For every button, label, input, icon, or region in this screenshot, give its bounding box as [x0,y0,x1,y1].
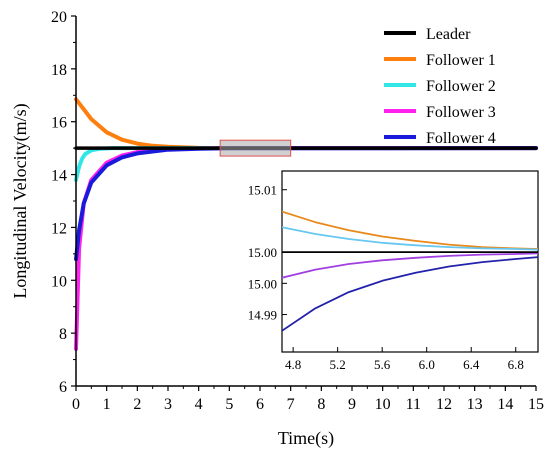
x-tick-label: 5 [225,396,233,413]
x-tick-label: 0 [72,396,80,413]
inset-y-tick-label: 15.01 [248,183,277,198]
x-tick-label: 14 [497,396,513,413]
legend-label-follower-2: Follower 2 [426,78,496,95]
inset-y-tick-label: 15.00 [248,245,277,260]
y-axis-label: Longitudinal Velocity(m/s) [10,103,31,298]
y-tick-label: 20 [51,9,67,26]
x-tick-label: 4 [195,396,203,413]
x-tick-label: 8 [317,396,325,413]
legend-label-follower-4: Follower 4 [426,130,496,147]
inset-y-tick-label: 14.99 [248,308,277,323]
x-axis-label: Time(s) [278,428,334,449]
legend-label-leader: Leader [426,26,471,43]
x-tick-label: 7 [287,396,295,413]
inset-x-tick-label: 6.0 [419,357,435,372]
legend-label-follower-3: Follower 3 [426,104,496,121]
y-tick-label: 10 [51,273,67,290]
inset-x-tick-label: 6.4 [463,357,480,372]
legend-label-follower-1: Follower 1 [426,52,496,69]
x-tick-label: 11 [406,396,421,413]
x-tick-label: 6 [256,396,264,413]
x-tick-label: 12 [436,396,452,413]
x-tick-label: 3 [164,396,172,413]
inset-line-follower-3 [282,252,538,279]
axis-labels: Time(s) Longitudinal Velocity(m/s) [10,103,334,449]
inset-x-tick-label: 4.8 [285,357,301,372]
inset-line-follower-4 [282,256,538,332]
inset-frame [281,170,539,353]
y-tick-label: 16 [51,115,67,132]
y-tick-label: 12 [51,220,67,237]
y-tick-label: 14 [51,168,67,185]
zoom-highlight-box [219,139,292,157]
inset-x-tick-label: 5.2 [330,357,346,372]
x-tick-label: 15 [528,396,544,413]
y-tick-label: 8 [59,326,67,343]
x-tick-label: 10 [375,396,391,413]
legend: Leader Follower 1 Follower 2 Follower 3 Foll… [384,26,496,147]
inset-y-tick-label: 15.00 [248,276,277,291]
inset-x-tick-label: 5.6 [374,357,391,372]
x-tick-label: 1 [103,396,111,413]
x-tick-label: 13 [467,396,483,413]
inset-zoom-plot: 4.8 5.2 5.6 6.0 6.4 6.8 15.01 15.00 15.00 14.99 [248,170,539,372]
inset-x-tick-label: 6.8 [508,357,524,372]
y-tick-label: 6 [59,379,67,396]
zoom-region-rect [219,139,292,157]
inset-series-lines [282,210,538,332]
x-tick-label: 9 [348,396,356,413]
inset-line-follower-2 [282,226,538,251]
x-tick-label: 2 [133,396,141,413]
y-tick-label: 18 [51,62,67,79]
